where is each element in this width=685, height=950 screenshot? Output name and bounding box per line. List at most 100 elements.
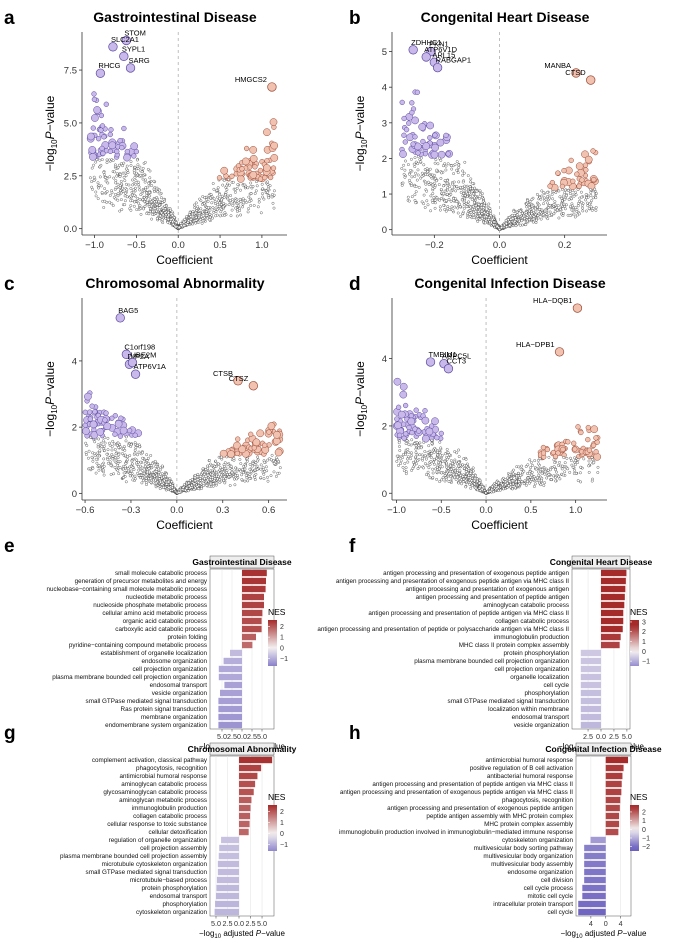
bar-category-label: cellular amino acid metabolic process	[102, 610, 207, 617]
neutral-point	[169, 482, 172, 486]
neutral-point	[426, 470, 430, 474]
neutral-point	[533, 485, 536, 488]
neutral-point	[579, 465, 583, 469]
neutral-point	[130, 459, 134, 463]
neutral-point	[106, 436, 110, 440]
neutral-point	[161, 213, 165, 217]
neutral-point	[508, 216, 511, 219]
neutral-point	[464, 475, 467, 479]
x-tick-label: 0.0	[172, 240, 185, 251]
neutral-point	[513, 216, 517, 220]
neutral-point	[116, 463, 119, 467]
up-point	[565, 439, 571, 445]
up-point	[593, 435, 599, 441]
neutral-point	[473, 186, 476, 190]
neutral-point	[216, 477, 219, 481]
neutral-point	[416, 162, 420, 166]
neutral-point	[434, 177, 437, 180]
y-axis-label-part: −log	[43, 414, 57, 437]
neutral-point	[135, 158, 139, 162]
neutral-point	[194, 215, 198, 219]
neutral-point	[425, 457, 428, 461]
neutral-point	[145, 194, 149, 197]
neutral-point	[461, 474, 465, 478]
bar-category-label: nucleotide metabolic process	[126, 594, 207, 601]
neutral-point	[426, 454, 430, 458]
neutral-point	[102, 465, 106, 468]
neutral-point	[410, 451, 413, 455]
neutral-point	[217, 475, 220, 478]
neutral-point	[453, 163, 457, 167]
neutral-point	[531, 220, 535, 224]
neutral-point	[234, 206, 238, 210]
neutral-point	[141, 476, 144, 480]
neutral-point	[563, 470, 567, 474]
neutral-point	[133, 474, 137, 478]
down-point	[95, 136, 102, 142]
neutral-point	[445, 465, 448, 469]
neutral-point	[554, 476, 557, 479]
neutral-point	[273, 189, 276, 193]
neutral-point	[525, 202, 528, 206]
down-point	[410, 141, 416, 147]
neutral-point	[199, 474, 203, 478]
neutral-point	[113, 448, 117, 451]
neutral-point	[478, 218, 482, 221]
neutral-point	[103, 441, 107, 445]
neutral-point	[95, 461, 99, 465]
neutral-point	[148, 169, 152, 173]
down-point	[107, 131, 113, 138]
neutral-point	[457, 481, 461, 485]
neutral-point	[136, 443, 139, 447]
neutral-point	[131, 183, 134, 187]
neutral-point	[466, 203, 470, 206]
neutral-point	[202, 202, 206, 205]
y-tick-label: 4	[72, 356, 77, 367]
neutral-point	[114, 193, 117, 196]
bar	[242, 577, 266, 585]
neutral-point	[196, 205, 200, 209]
neutral-point	[512, 209, 516, 213]
neutral-point	[131, 465, 135, 469]
neutral-point	[220, 455, 223, 459]
neutral-point	[465, 467, 469, 471]
neutral-point	[146, 168, 150, 171]
neutral-point	[231, 180, 235, 184]
down-point	[91, 114, 99, 122]
neutral-point	[133, 165, 137, 169]
neutral-point	[507, 484, 511, 488]
neutral-point	[216, 195, 219, 199]
up-point	[575, 424, 581, 430]
gene-label: CCT3	[446, 357, 466, 366]
neutral-point	[439, 446, 443, 450]
neutral-point	[596, 471, 600, 474]
y-axis-label-part: P	[43, 131, 57, 139]
neutral-point	[267, 196, 271, 200]
up-point	[263, 128, 271, 137]
neutral-point	[453, 460, 456, 464]
neutral-point	[210, 473, 214, 477]
neutral-point	[222, 202, 225, 205]
neutral-point	[162, 485, 166, 489]
neutral-point	[216, 186, 220, 190]
neutral-point	[471, 182, 475, 185]
neutral-point	[198, 197, 201, 201]
neutral-point	[410, 438, 414, 442]
neutral-point	[580, 201, 583, 204]
neutral-point	[213, 469, 217, 473]
neutral-point	[543, 209, 547, 213]
neutral-point	[158, 208, 162, 212]
neutral-point	[167, 213, 171, 217]
neutral-point	[143, 161, 147, 164]
neutral-point	[570, 208, 574, 212]
neutral-point	[225, 188, 229, 192]
neutral-point	[133, 200, 136, 204]
neutral-point	[108, 175, 112, 179]
neutral-point	[528, 471, 531, 475]
neutral-point	[215, 188, 219, 192]
neutral-point	[588, 202, 591, 206]
neutral-point	[269, 458, 273, 462]
neutral-point	[451, 182, 454, 186]
neutral-point	[203, 472, 206, 476]
neutral-point	[521, 223, 524, 227]
